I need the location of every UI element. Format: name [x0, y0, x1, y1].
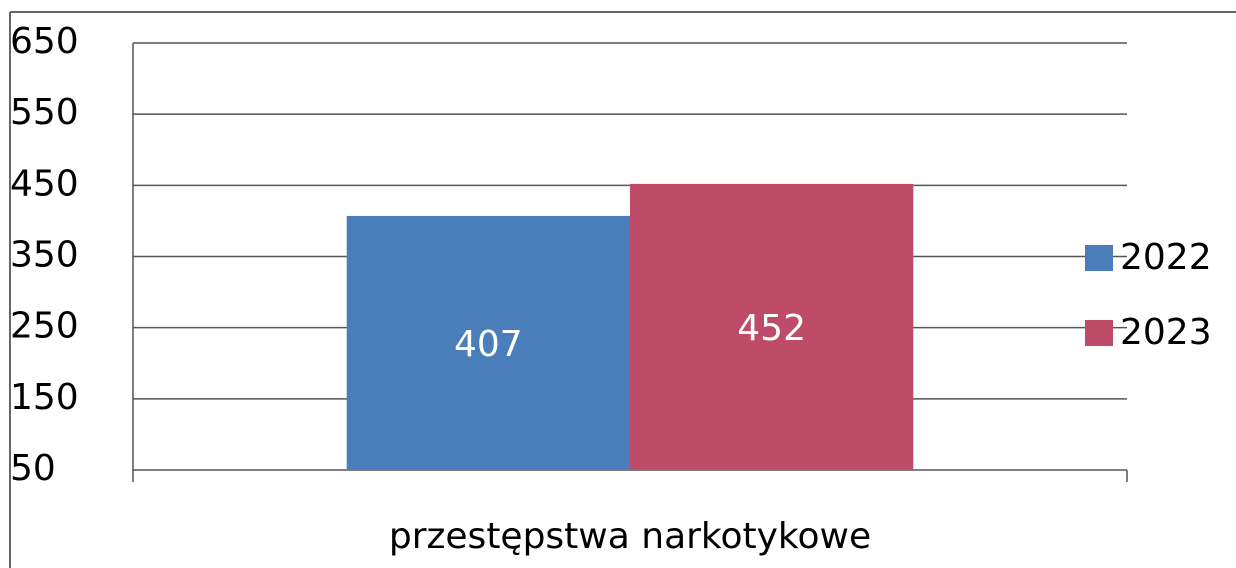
y-tick-label: 350	[10, 235, 79, 276]
bar	[630, 183, 914, 470]
data-label: 452	[737, 308, 806, 349]
x-tick-label: przestępstwa narkotykowe	[389, 516, 871, 557]
legend-swatch	[1085, 245, 1113, 271]
y-tick-label: 150	[10, 377, 79, 418]
y-tick-label: 650	[10, 21, 79, 62]
legend-swatch	[1085, 320, 1113, 346]
bar	[346, 215, 630, 470]
y-tick-label: 550	[10, 92, 79, 133]
y-tick-label: 250	[10, 306, 79, 347]
legend-label: 2023	[1120, 312, 1212, 353]
y-tick-label: 50	[10, 448, 56, 489]
y-tick-label: 450	[10, 163, 79, 204]
data-label: 407	[454, 324, 523, 365]
legend-label: 2022	[1120, 237, 1212, 278]
